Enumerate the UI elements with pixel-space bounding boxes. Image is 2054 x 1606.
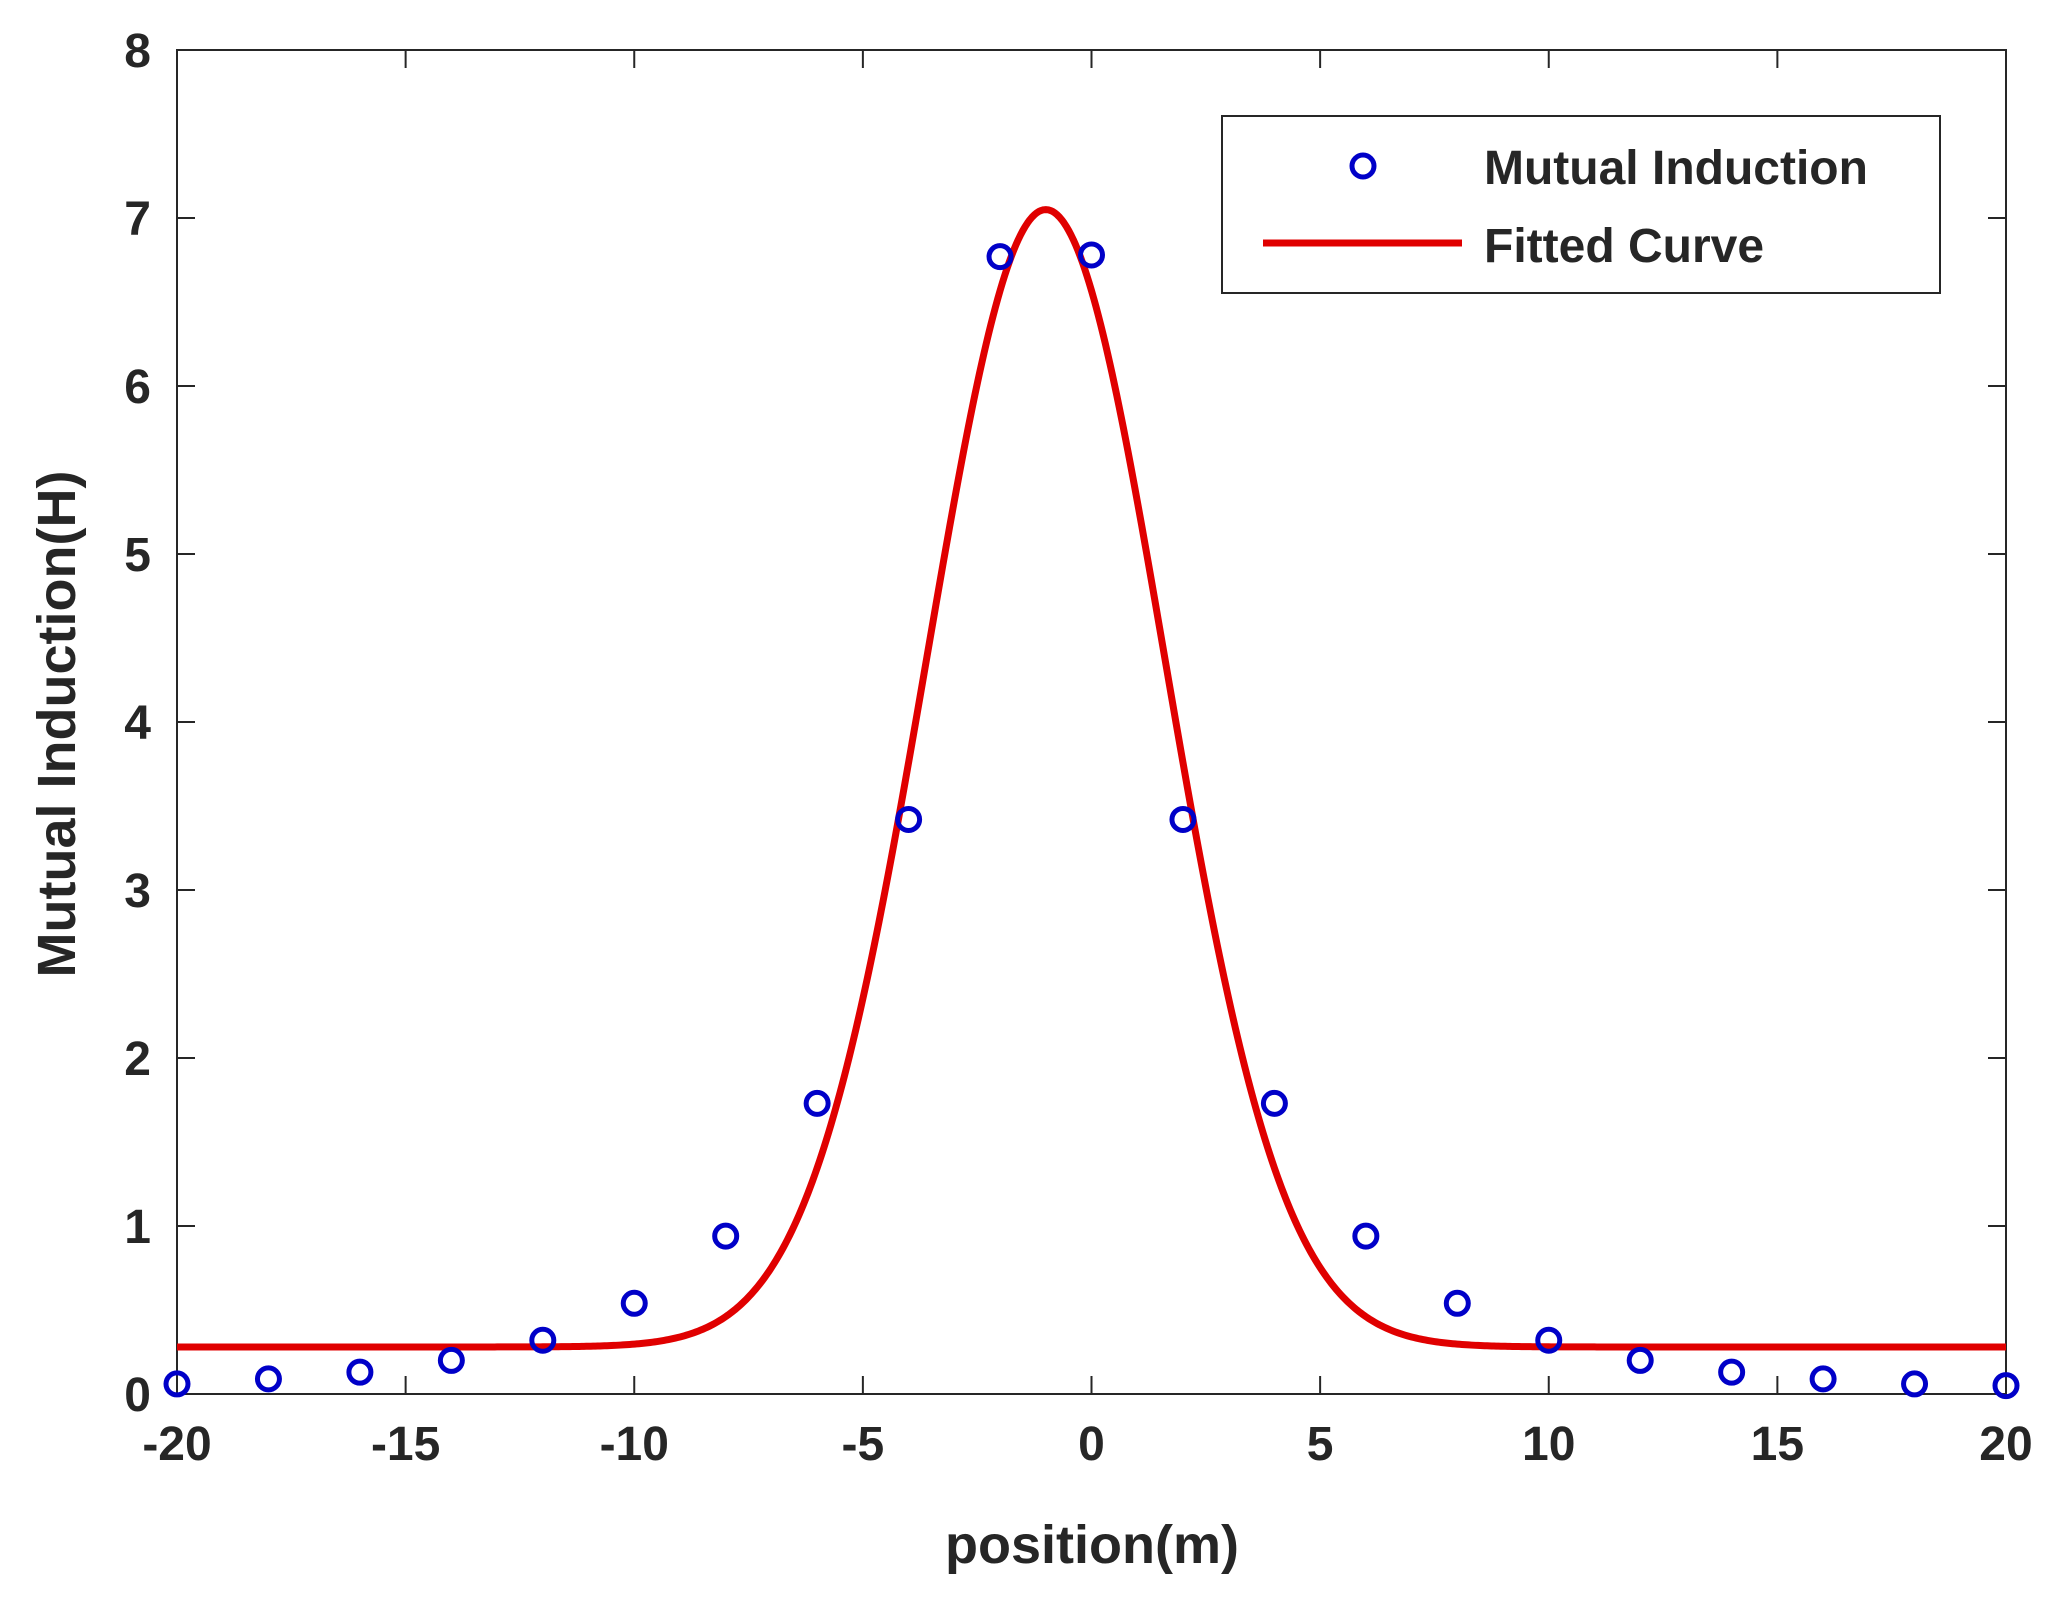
y-tick-label: 7 xyxy=(124,193,151,246)
y-tick-label: 5 xyxy=(124,529,151,582)
y-tick-label: 6 xyxy=(124,361,151,414)
x-tick-label: 10 xyxy=(1522,1418,1575,1471)
fitted-curve-line xyxy=(175,206,2008,1351)
data-point-marker xyxy=(986,243,1014,271)
x-tick-label: -15 xyxy=(371,1418,440,1471)
data-point-marker xyxy=(712,1222,740,1250)
y-tick-label: 3 xyxy=(124,865,151,918)
legend-marker-mutual-induction xyxy=(1349,152,1377,180)
data-point-marker xyxy=(346,1358,374,1386)
data-point-marker xyxy=(1260,1089,1288,1117)
data-point-marker xyxy=(1535,1326,1563,1354)
x-tick-label: -5 xyxy=(842,1418,885,1471)
data-point-marker xyxy=(1901,1370,1929,1398)
legend-label-mutual-induction: Mutual Induction xyxy=(1484,142,1868,195)
y-axis-label: Mutual Induction(H) xyxy=(27,471,87,978)
x-tick-label: 15 xyxy=(1751,1418,1804,1471)
data-point-marker xyxy=(1352,1222,1380,1250)
x-axis-label: position(m) xyxy=(945,1515,1239,1575)
legend: Mutual Induction Fitted Curve xyxy=(1221,115,1941,294)
data-point-marker xyxy=(1169,805,1197,833)
data-point-marker xyxy=(620,1289,648,1317)
data-point-marker xyxy=(529,1326,557,1354)
legend-box xyxy=(1221,115,1941,294)
y-tick-label: 8 xyxy=(124,25,151,78)
data-point-marker xyxy=(163,1370,191,1398)
data-point-marker xyxy=(1443,1289,1471,1317)
x-tick-label: 5 xyxy=(1307,1418,1334,1471)
x-tick-label: 0 xyxy=(1078,1418,1105,1471)
data-point-marker xyxy=(1809,1365,1837,1393)
data-point-marker xyxy=(437,1346,465,1374)
y-tick-label: 4 xyxy=(124,697,151,750)
data-point-marker xyxy=(1078,241,1105,269)
data-point-marker xyxy=(1626,1346,1654,1374)
x-tick-label: -20 xyxy=(142,1418,211,1471)
data-point-marker xyxy=(803,1089,831,1117)
x-tick-label: -10 xyxy=(600,1418,669,1471)
y-tick-label: 1 xyxy=(124,1201,151,1254)
x-tick-label: 20 xyxy=(1979,1418,2032,1471)
y-tick-label: 0 xyxy=(124,1369,151,1422)
y-tick-label: 2 xyxy=(124,1033,151,1086)
data-point-marker xyxy=(1992,1372,2020,1400)
legend-label-fitted-curve: Fitted Curve xyxy=(1484,220,1764,273)
data-point-marker xyxy=(1718,1358,1746,1386)
data-point-marker xyxy=(895,805,923,833)
data-point-marker xyxy=(254,1365,282,1393)
